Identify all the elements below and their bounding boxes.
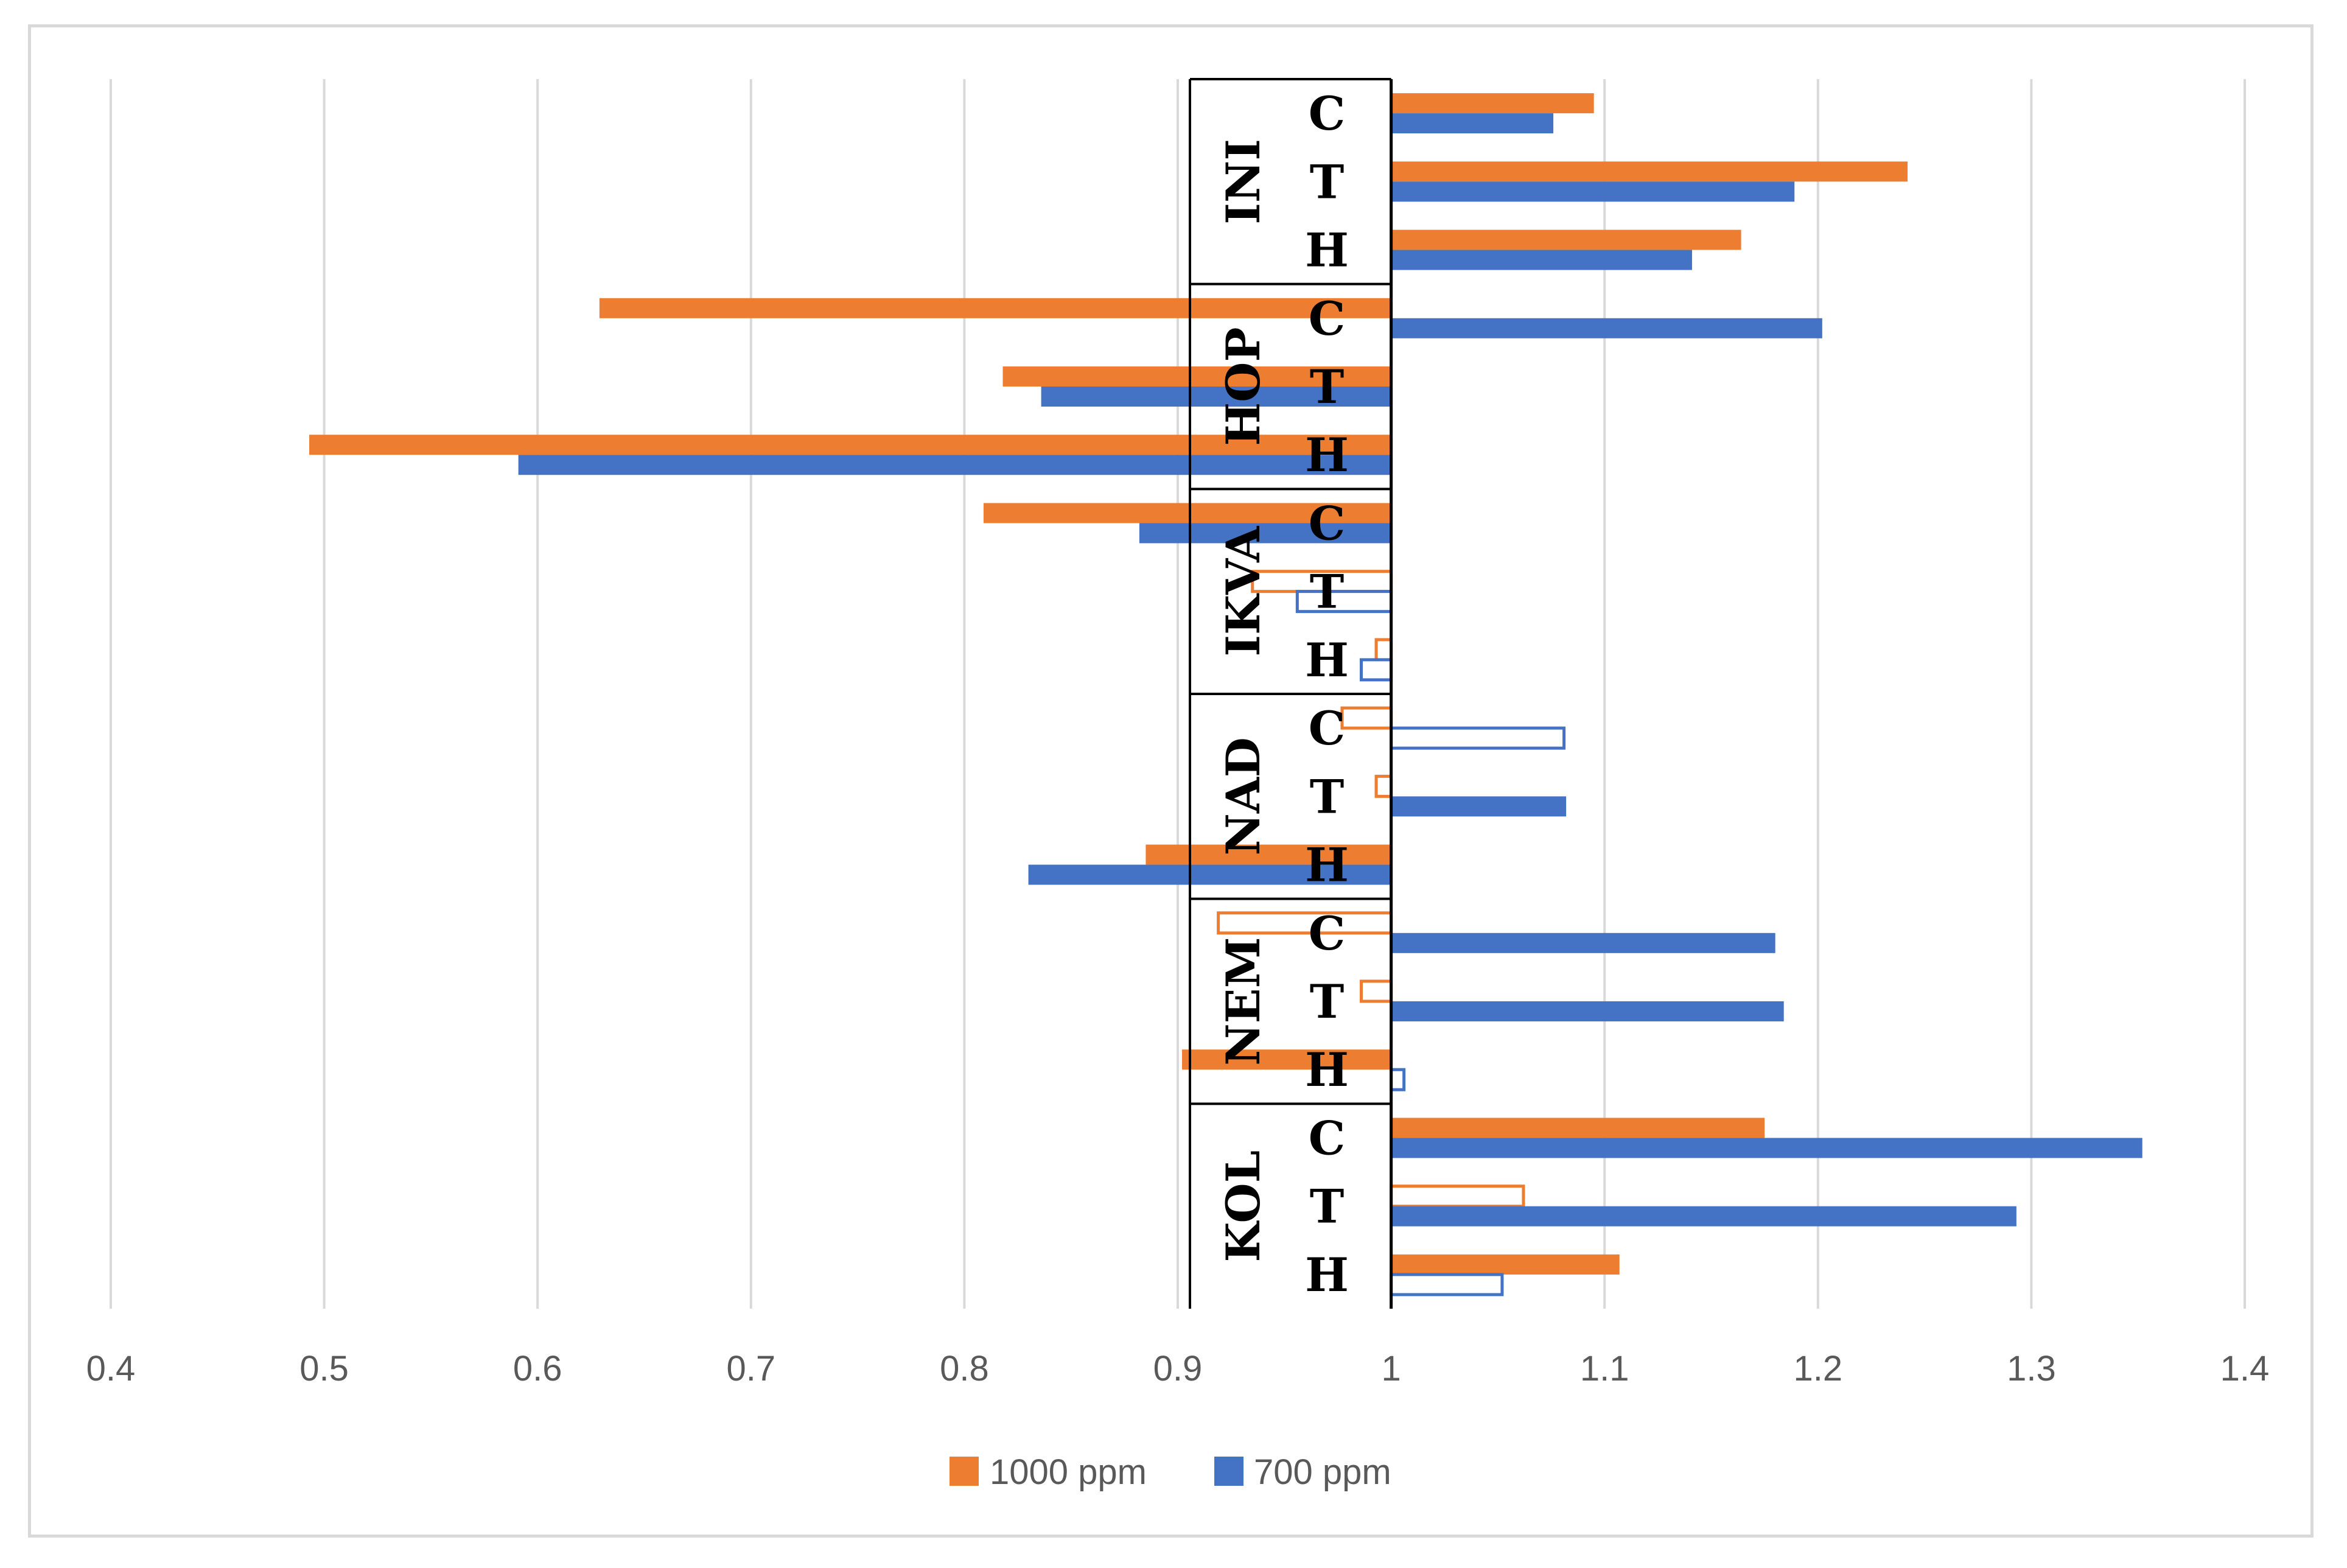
bar-nem-t-1000-ppm <box>1360 979 1393 1003</box>
bar-kol-h-1000-ppm <box>1391 1254 1620 1275</box>
x-tick-label: 1.4 <box>2220 1349 2270 1388</box>
x-tick-label: 0.4 <box>86 1349 136 1388</box>
category-label: H <box>1305 1248 1349 1302</box>
legend-swatch <box>1214 1457 1243 1486</box>
bar-kol-h-700-ppm <box>1390 1273 1504 1297</box>
bar-nad-c-700-ppm <box>1390 726 1566 750</box>
bar-nem-h-700-ppm <box>1390 1068 1406 1091</box>
bar-ini-c-700-ppm <box>1391 113 1554 134</box>
x-axis-ticks: 0.4 0.5 0.6 0.7 0.8 0.9 1 1.1 1.2 1.3 1.4 <box>86 1349 2270 1388</box>
legend-label: 700 ppm <box>1254 1452 1391 1492</box>
category-label: T <box>1310 155 1345 209</box>
category-label: T <box>1310 975 1345 1029</box>
category-label: C <box>1309 1111 1346 1165</box>
bar-nad-t-1000-ppm <box>1374 774 1393 798</box>
bar-ikva-t-700-ppm <box>1295 590 1393 614</box>
bar-hop-h-1000-ppm <box>309 435 1391 455</box>
legend-label: 1000 ppm <box>990 1452 1147 1492</box>
bar-kol-c-700-ppm <box>1391 1138 2142 1158</box>
group-label-ikva: IKVA <box>1216 526 1270 657</box>
bar-nad-t-700-ppm <box>1391 796 1567 817</box>
bar-ikva-t-1000-ppm <box>1251 570 1393 593</box>
bar-ini-h-700-ppm <box>1391 250 1692 270</box>
group-label-nad: NAD <box>1216 737 1270 855</box>
x-tick-label: 0.5 <box>299 1349 349 1388</box>
gridlines <box>110 79 2246 1309</box>
x-tick-label: 0.8 <box>940 1349 989 1388</box>
bar-nad-h-700-ppm <box>1028 864 1391 885</box>
x-tick-label: 1.2 <box>1793 1349 1842 1388</box>
bar-ikva-c-1000-ppm <box>983 503 1391 523</box>
category-label: T <box>1310 360 1345 414</box>
category-box <box>1189 78 1393 1309</box>
bar-hop-h-700-ppm <box>518 455 1391 475</box>
x-tick-label: 1.3 <box>2007 1349 2056 1388</box>
category-label: T <box>1310 769 1345 824</box>
x-tick-label: 1 <box>1381 1349 1401 1388</box>
bar-ikva-h-1000-ppm <box>1374 638 1393 662</box>
category-label: H <box>1305 223 1349 278</box>
bar-nad-h-1000-ppm <box>1146 844 1391 865</box>
bar-nem-c-700-ppm <box>1391 933 1775 953</box>
x-tick-label: 1.1 <box>1580 1349 1629 1388</box>
legend: 1000 ppm 700 ppm <box>950 1452 1391 1492</box>
x-tick-label: 0.9 <box>1153 1349 1203 1388</box>
chart-frame <box>28 24 2314 1538</box>
group-label-hop: HOP <box>1216 327 1270 446</box>
bar-nem-t-700-ppm <box>1391 1001 1784 1021</box>
group-label-kol: KOL <box>1216 1150 1270 1262</box>
bar-ikva-c-700-ppm <box>1139 523 1391 544</box>
bar-nem-c-1000-ppm <box>1217 911 1393 935</box>
bar-hop-t-700-ppm <box>1041 387 1391 407</box>
bar-nem-h-1000-ppm <box>1182 1049 1391 1070</box>
category-label: H <box>1305 633 1349 687</box>
bar-kol-t-700-ppm <box>1391 1206 2016 1227</box>
x-tick-label: 0.6 <box>513 1349 562 1388</box>
x-tick-label: 0.7 <box>726 1349 775 1388</box>
bar-hop-c-700-ppm <box>1391 318 1822 338</box>
category-label: T <box>1310 1180 1345 1234</box>
category-label: T <box>1310 565 1345 619</box>
group-label-nem: NEM <box>1216 937 1270 1066</box>
category-label: H <box>1305 428 1349 482</box>
bar-ini-h-1000-ppm <box>1391 229 1741 250</box>
bar-kol-t-1000-ppm <box>1390 1185 1525 1208</box>
category-label: C <box>1309 906 1346 961</box>
legend-swatch <box>950 1457 979 1486</box>
bar-ikva-h-700-ppm <box>1360 658 1393 682</box>
bar-ini-c-1000-ppm <box>1391 93 1594 114</box>
category-label: C <box>1309 496 1346 550</box>
category-label: C <box>1309 701 1346 755</box>
bar-ini-t-700-ppm <box>1391 181 1795 202</box>
bar-kol-c-1000-ppm <box>1391 1118 1765 1138</box>
group-label-ini: INI <box>1216 139 1270 225</box>
bars <box>309 93 2142 1297</box>
category-label: C <box>1309 86 1346 141</box>
bar-hop-t-1000-ppm <box>1002 366 1391 387</box>
category-label: H <box>1305 1043 1349 1097</box>
bar-hop-c-1000-ppm <box>599 298 1391 318</box>
bar-nad-c-1000-ppm <box>1340 706 1393 730</box>
bar-ini-t-1000-ppm <box>1391 161 1908 182</box>
category-label: C <box>1309 292 1346 346</box>
category-label: H <box>1305 838 1349 892</box>
